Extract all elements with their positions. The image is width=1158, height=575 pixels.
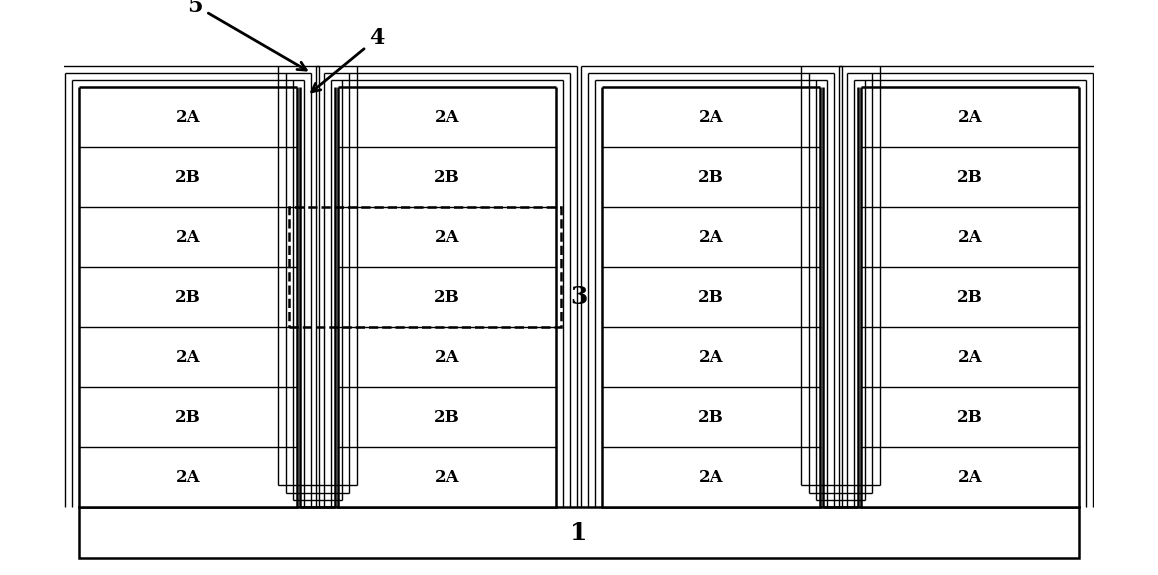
Text: 2A: 2A xyxy=(434,469,460,486)
Text: 2B: 2B xyxy=(434,409,460,426)
Text: 2A: 2A xyxy=(958,469,982,486)
Text: 2A: 2A xyxy=(698,469,724,486)
Text: 2A: 2A xyxy=(698,348,724,366)
Bar xyxy=(602,87,820,507)
Text: 2B: 2B xyxy=(958,409,983,426)
Text: 3: 3 xyxy=(570,285,588,309)
Text: 2A: 2A xyxy=(698,109,724,126)
Text: 2B: 2B xyxy=(175,289,200,306)
Text: 2B: 2B xyxy=(958,169,983,186)
Text: 2A: 2A xyxy=(958,229,982,246)
Text: 2B: 2B xyxy=(698,289,724,306)
Text: 2B: 2B xyxy=(175,409,200,426)
Bar xyxy=(79,87,296,507)
Text: 2A: 2A xyxy=(176,348,200,366)
Text: 2B: 2B xyxy=(958,289,983,306)
Bar xyxy=(862,87,1079,507)
Text: 2B: 2B xyxy=(698,409,724,426)
Bar xyxy=(288,208,560,327)
Text: 2A: 2A xyxy=(434,348,460,366)
Text: 2A: 2A xyxy=(176,109,200,126)
Text: 1: 1 xyxy=(570,521,588,545)
Text: 2B: 2B xyxy=(434,169,460,186)
Text: 2A: 2A xyxy=(698,229,724,246)
Text: 2A: 2A xyxy=(958,348,982,366)
Text: 4: 4 xyxy=(312,28,384,92)
Text: 2A: 2A xyxy=(176,229,200,246)
Bar xyxy=(338,87,556,507)
Bar xyxy=(79,507,1079,558)
Text: 2A: 2A xyxy=(176,469,200,486)
Text: 2A: 2A xyxy=(434,229,460,246)
Text: 5: 5 xyxy=(188,0,306,70)
Text: 2B: 2B xyxy=(434,289,460,306)
Text: 2A: 2A xyxy=(434,109,460,126)
Text: 2A: 2A xyxy=(958,109,982,126)
Text: 2B: 2B xyxy=(175,169,200,186)
Text: 2B: 2B xyxy=(698,169,724,186)
